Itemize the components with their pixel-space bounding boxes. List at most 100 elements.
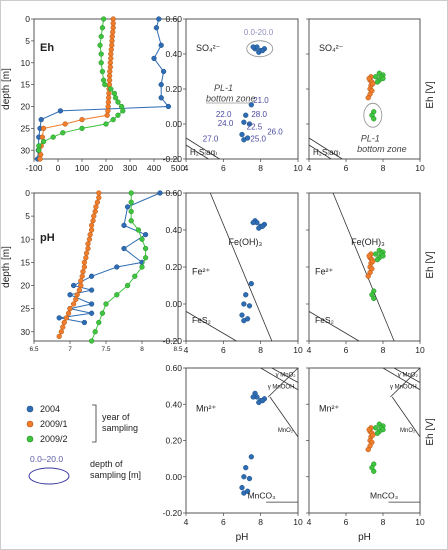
y-tick-label: 0.40 (165, 399, 182, 409)
data-point-2009-2 (97, 42, 103, 48)
data-point-2009-1 (78, 282, 84, 289)
data-point-2009-2 (102, 81, 108, 88)
data-point-2009-2 (128, 199, 134, 205)
data-point-2009-1 (81, 259, 88, 266)
region-label: Fe(OH)₃ (229, 237, 263, 247)
x-tick-label: 0 (56, 163, 61, 173)
region-label: Mn²⁺ (196, 404, 216, 414)
data-point-2009-2 (88, 338, 95, 344)
region-label: Mn²⁺ (319, 404, 339, 414)
data-point-2004 (250, 219, 256, 226)
y-tick-label: 0.20 (165, 436, 182, 446)
data-point-2009-1 (104, 112, 110, 118)
data-point-2009-2 (374, 430, 381, 436)
legend: 2004 2009/1 2009/2 year of sampling 0.0–… (26, 404, 141, 485)
y-tick-label: 25 (21, 304, 31, 314)
data-point-2004 (38, 116, 44, 123)
zone-label: PL-1 (361, 134, 380, 144)
data-point-2009-1 (87, 231, 93, 238)
stability-boundary (209, 192, 273, 342)
data-point-2009-1 (90, 218, 96, 224)
x-tick-label: 7 (68, 346, 72, 353)
data-point-2009-1 (39, 134, 46, 140)
data-point-2009-1 (370, 81, 376, 87)
data-point-2009-1 (96, 190, 102, 196)
data-point-2009-1 (65, 310, 72, 316)
y-tick-label: 0.00 (165, 472, 182, 482)
data-point-2009-2 (128, 218, 134, 224)
data-point-2009-2 (374, 256, 381, 263)
y-tick-label: 10 (21, 58, 31, 68)
data-point-2009-1 (61, 319, 67, 326)
data-point-2009-1 (73, 296, 79, 303)
x-tick-label: 8 (381, 345, 386, 355)
data-point-2009-2 (98, 33, 104, 40)
data-point-2009-2 (92, 329, 98, 335)
y-tick-label: 0.20 (165, 262, 182, 272)
region-label: H₂S₍aq₎ (313, 148, 340, 157)
data-point-2004 (250, 44, 256, 50)
data-point-2009-2 (100, 77, 107, 83)
x-tick-label: 6 (344, 163, 349, 173)
panel-ph_depth: 6.5 7 7.5 8 8.5 0 5 10 15 20 25 30 depth [m] pH (1, 188, 183, 353)
x-tick-label: 10 (293, 517, 303, 527)
data-point-2009-1 (83, 255, 89, 261)
data-point-2009-1 (110, 25, 116, 31)
data-point-2004 (153, 25, 160, 31)
region-label: Fe(OH)₃ (351, 237, 385, 247)
data-point-2009-2 (380, 253, 386, 259)
data-point-2009-2 (115, 112, 121, 118)
y-tick-label: 0.40 (165, 225, 182, 235)
y-tick-label: 5 (25, 36, 30, 46)
data-point-2009-2 (371, 295, 377, 302)
data-point-2009-1 (93, 204, 99, 210)
y-tick-label: 20 (21, 281, 31, 291)
data-point-2004 (57, 108, 64, 114)
data-point-2004 (88, 273, 95, 279)
stability-boundary (308, 311, 360, 342)
data-point-2009-1 (79, 273, 85, 279)
y-tick-label: 20 (21, 102, 31, 112)
data-point-2009-2 (135, 227, 142, 233)
data-point-2004 (151, 55, 157, 62)
panel-pourbaix_mn_2009: 4 6 8 10 pH Mn²⁺ MnCO₃ MnO₂ γ MnOOH γ MnO₂ (306, 367, 425, 543)
data-point-2009-2 (380, 426, 386, 433)
x-tick-label: 4 (184, 517, 189, 527)
legend-marker-2004 (26, 405, 34, 413)
data-point-2009-2 (103, 301, 109, 307)
x-tick-label: 8 (140, 346, 144, 353)
y-tick-label: 5 (25, 211, 30, 221)
data-point-2004 (88, 287, 95, 293)
stability-boundary (382, 367, 421, 391)
data-point-2004 (241, 119, 247, 125)
data-point-2009-2 (36, 147, 42, 153)
y-tick-label: 0.00 (165, 119, 182, 129)
y-tick-label: 0.60 (165, 188, 182, 198)
data-point-2009-1 (70, 301, 77, 307)
data-point-2009-2 (100, 16, 107, 22)
right-axis-label-row2: Eh [V] (425, 251, 436, 278)
data-point-2009-1 (86, 236, 93, 242)
stability-boundary (185, 311, 237, 342)
x-tick-label: 8 (258, 345, 263, 355)
data-point-2009-1 (107, 68, 113, 75)
region-label: H₂S₍aq₎ (190, 148, 217, 157)
zone-ellipse (363, 102, 383, 128)
x-tick-label: 7.5 (101, 346, 110, 353)
x-tick-label: -100 (25, 163, 42, 173)
data-point-2009-1 (58, 329, 65, 335)
legend-label-2004: 2004 (40, 404, 60, 414)
data-point-2004 (243, 465, 249, 471)
data-point-2009-2 (99, 310, 106, 316)
stability-boundary (308, 137, 343, 160)
data-point-2004 (243, 292, 249, 298)
data-point-2004 (157, 190, 163, 196)
data-point-2009-2 (371, 116, 377, 122)
depth-label: 25.0 (250, 135, 266, 144)
data-point-2009-1 (109, 33, 115, 40)
region-label: MnO₂ (400, 428, 416, 434)
region-label: MnCO₃ (248, 491, 276, 501)
data-point-2004 (241, 301, 247, 307)
y-axis-label: depth [m] (1, 68, 12, 110)
